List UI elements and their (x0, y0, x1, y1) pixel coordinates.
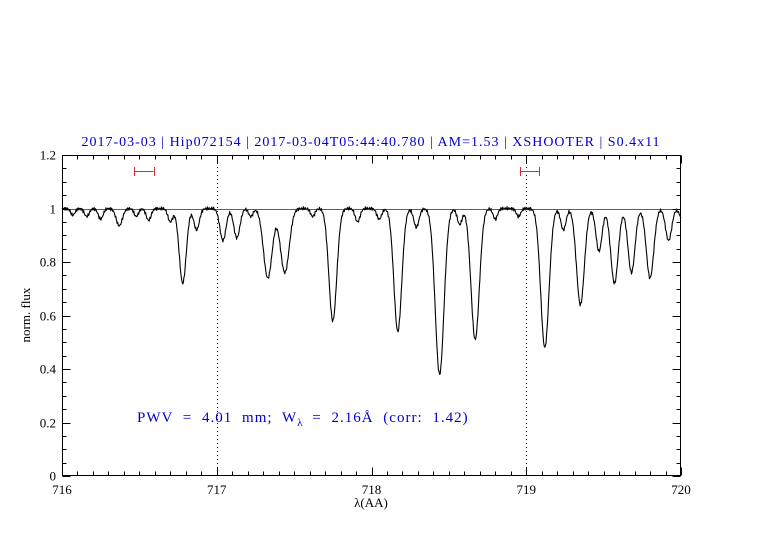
x-tick-label: 716 (52, 482, 72, 497)
plot-title: 2017-03-03 | Hip072154 | 2017-03-04T05:4… (81, 135, 661, 150)
axes-box (62, 155, 681, 476)
pwv-annotation: PWV = 4.01 mm; Wλ = 2.16Å (corr: 1.42) (137, 410, 469, 429)
y-tick-label: 0 (49, 468, 57, 484)
y-tick-label: 1 (49, 201, 57, 216)
annotation-pre: PWV = 4.01 mm; W (137, 410, 298, 426)
spectrum-line (61, 206, 682, 375)
x-tick-label: 717 (207, 482, 227, 497)
y-tick-label: 1.2 (39, 147, 56, 163)
y-tick-label: 0.8 (39, 254, 56, 270)
x-tick-label: 719 (516, 482, 537, 497)
y-tick-label: 0.2 (39, 415, 56, 430)
y-tick-label: 0.4 (39, 361, 56, 377)
x-axis-label: λ(AA) (354, 495, 388, 510)
y-tick-label: 0.6 (39, 308, 56, 323)
x-tick-label: 720 (671, 482, 691, 497)
annotation-lambda-subscript: λ (297, 417, 303, 429)
annotation-post: = 2.16Å (corr: 1.42) (302, 410, 469, 426)
x-tick-label: 718 (361, 482, 382, 497)
